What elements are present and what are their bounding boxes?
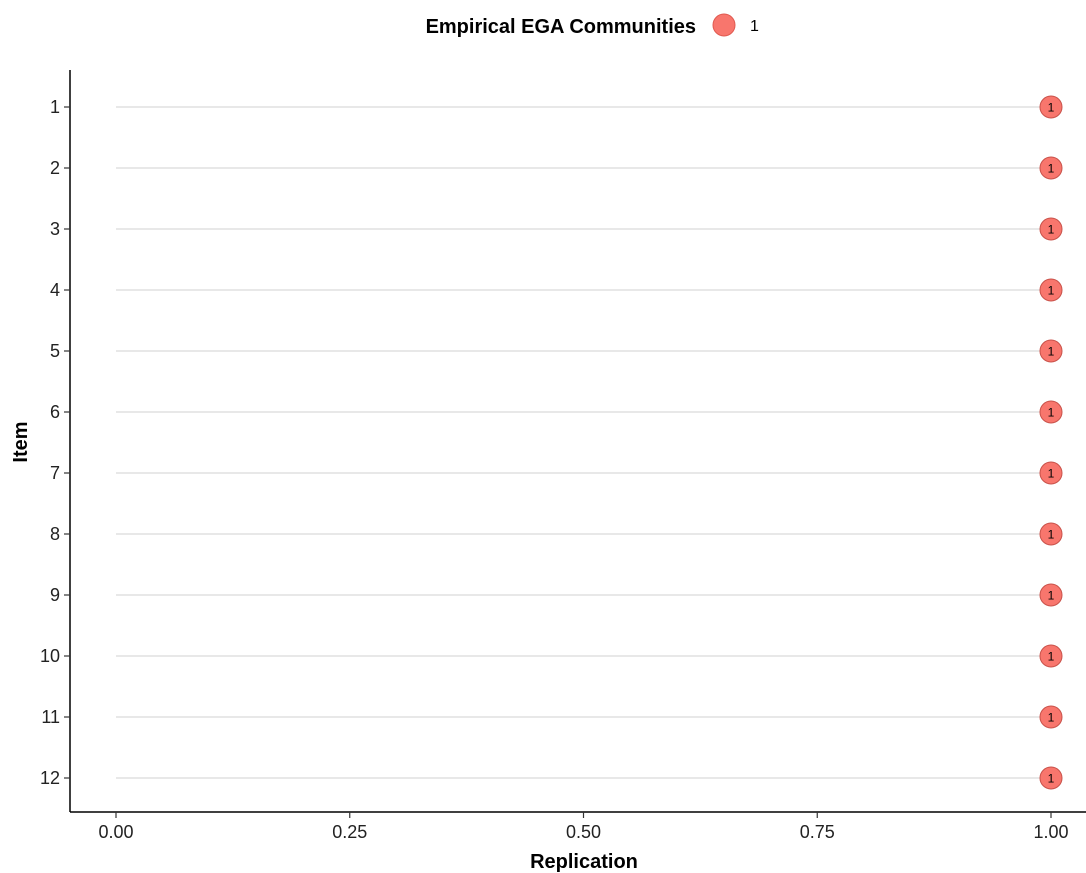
legend-title: Empirical EGA Communities bbox=[426, 16, 696, 38]
data-point bbox=[1039, 217, 1063, 241]
legend-swatch bbox=[712, 13, 736, 37]
data-point bbox=[1039, 644, 1063, 668]
data-point bbox=[1039, 278, 1063, 302]
data-point-label: 1 bbox=[1048, 406, 1055, 420]
data-point-label: 1 bbox=[1048, 467, 1055, 481]
data-point bbox=[1039, 705, 1063, 729]
data-point bbox=[1039, 583, 1063, 607]
data-point-label: 1 bbox=[1048, 284, 1055, 298]
x-tick-label: 0.75 bbox=[800, 822, 835, 842]
y-tick-label: 10 bbox=[40, 646, 60, 666]
data-point-label: 1 bbox=[1048, 162, 1055, 176]
y-tick-label: 1 bbox=[50, 97, 60, 117]
y-tick-label: 11 bbox=[41, 707, 60, 727]
data-point bbox=[1039, 522, 1063, 546]
x-tick-label: 0.25 bbox=[332, 822, 367, 842]
data-point-label: 1 bbox=[1048, 650, 1055, 664]
legend-label: 1 bbox=[750, 18, 759, 35]
data-point bbox=[1039, 156, 1063, 180]
y-tick-label: 3 bbox=[50, 219, 60, 239]
data-point bbox=[1039, 339, 1063, 363]
y-tick-label: 5 bbox=[50, 341, 60, 361]
data-point-label: 1 bbox=[1048, 101, 1055, 115]
y-tick-label: 2 bbox=[50, 158, 60, 178]
y-tick-label: 4 bbox=[50, 280, 60, 300]
data-point bbox=[1039, 95, 1063, 119]
y-tick-label: 12 bbox=[40, 768, 60, 788]
x-axis-title: Replication bbox=[530, 851, 638, 873]
legend: Empirical EGA Communities 1 bbox=[426, 13, 759, 38]
y-tick-label: 9 bbox=[50, 585, 60, 605]
data-point-label: 1 bbox=[1048, 528, 1055, 542]
y-tick-label: 6 bbox=[50, 402, 60, 422]
x-tick-label: 1.00 bbox=[1033, 822, 1068, 842]
x-tick-label: 0.00 bbox=[98, 822, 133, 842]
data-point bbox=[1039, 766, 1063, 790]
y-tick-label: 8 bbox=[50, 524, 60, 544]
x-tick-label: 0.50 bbox=[566, 822, 601, 842]
data-point-label: 1 bbox=[1048, 772, 1055, 786]
y-axis-title: Item bbox=[10, 421, 32, 462]
data-point-label: 1 bbox=[1048, 345, 1055, 359]
data-point bbox=[1039, 400, 1063, 424]
data-point-label: 1 bbox=[1048, 711, 1055, 725]
data-point-label: 1 bbox=[1048, 589, 1055, 603]
y-tick-label: 7 bbox=[50, 463, 60, 483]
data-point bbox=[1039, 461, 1063, 485]
data-point-label: 1 bbox=[1048, 223, 1055, 237]
